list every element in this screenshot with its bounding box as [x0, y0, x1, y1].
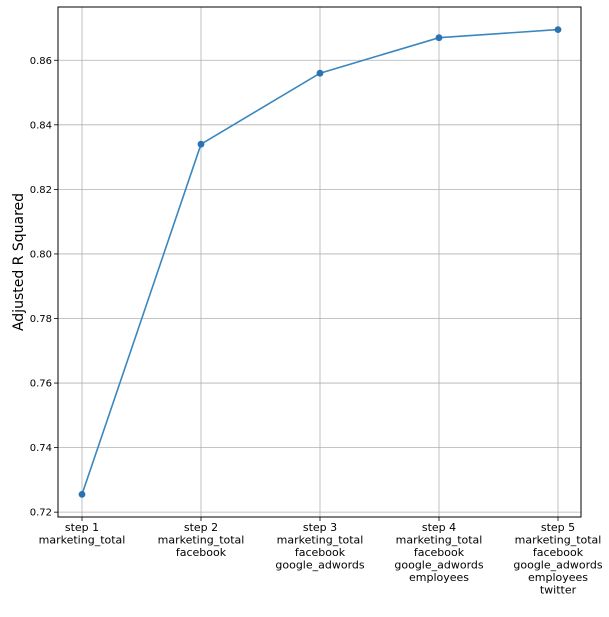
y-gridlines	[58, 59, 581, 513]
y-axis-ticks: 0.72 0.74 0.76 0.78 0.80 0.82 0.84 0.86	[30, 56, 58, 519]
y-tick-label: 0.86	[30, 56, 52, 67]
plot-frame	[57, 6, 582, 518]
x-tick-label: step 5 marketing_total facebook google_adwo…	[513, 521, 603, 597]
y-tick-label: 0.72	[30, 508, 52, 519]
y-tick-label: 0.80	[30, 249, 52, 260]
data-point	[197, 140, 205, 148]
y-tick-label: 0.82	[30, 185, 52, 196]
data-point	[435, 34, 443, 42]
plot-background	[58, 7, 581, 517]
data-points	[78, 26, 562, 498]
x-tick-label: step 4 marketing_total facebook google_adwo…	[394, 521, 484, 584]
data-point	[316, 69, 324, 77]
y-tick-label: 0.78	[30, 314, 52, 325]
y-axis-label: Adjusted R Squared	[11, 193, 27, 331]
x-tick-label: step 3 marketing_total facebook google_adwo…	[275, 521, 365, 572]
data-point	[78, 491, 86, 498]
x-gridlines	[81, 7, 559, 517]
y-tick-label: 0.76	[30, 379, 52, 390]
x-axis-ticks: step 1 marketing_total step 2 marketing_tot…	[39, 517, 603, 597]
y-tick-label: 0.84	[30, 120, 52, 131]
y-tick-label: 0.74	[30, 443, 52, 454]
data-point	[554, 26, 562, 33]
x-tick-label: step 1 marketing_total	[39, 521, 126, 547]
x-tick-label: step 2 marketing_total facebook	[158, 521, 245, 559]
